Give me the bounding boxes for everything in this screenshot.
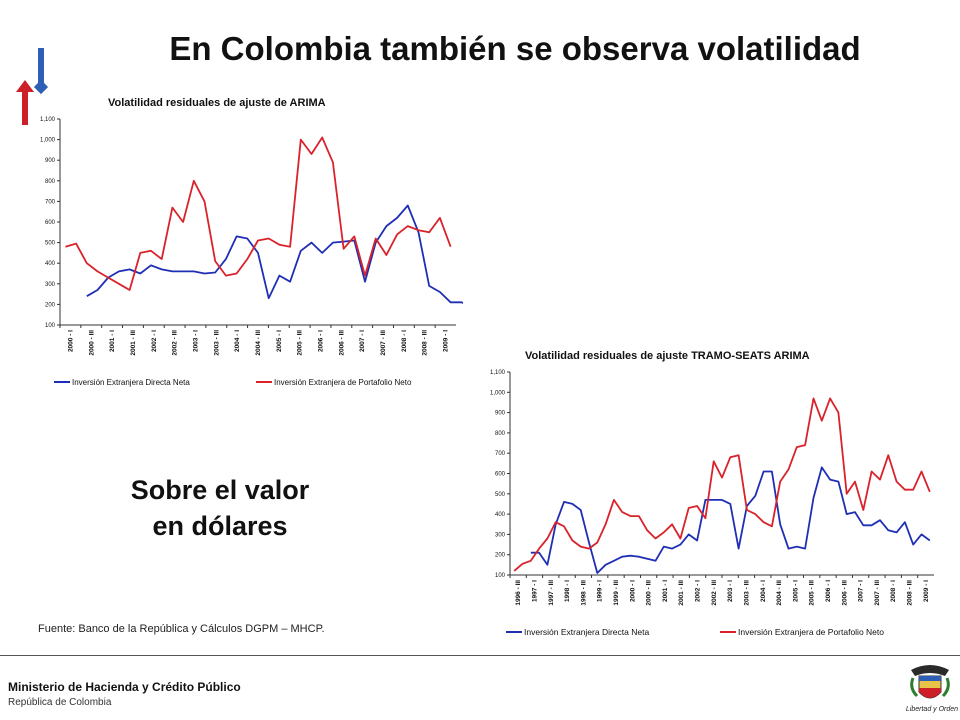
x-tick-label: 2001 - I (662, 580, 669, 602)
x-tick-label: 1997 - III (548, 580, 555, 606)
y-tick-label: 500 (495, 492, 506, 498)
x-tick-label: 2000 - I (67, 330, 74, 352)
callout-line-2: en dólares (152, 511, 288, 541)
x-tick-label: 2003 - I (192, 330, 199, 352)
x-tick-label: 1996 - III (515, 580, 522, 606)
y-tick-label: 200 (495, 553, 506, 559)
x-tick-label: 2005 - I (276, 330, 283, 352)
x-tick-label: 1999 - I (597, 580, 604, 602)
x-tick-label: 2001 - III (130, 330, 137, 356)
x-tick-label: 2000 - III (646, 580, 653, 606)
x-tick-label: 2002 - I (151, 330, 158, 352)
y-tick-label: 100 (45, 323, 56, 329)
series-line-portafolio (513, 397, 931, 572)
y-tick-label: 1,100 (40, 117, 56, 123)
logo-blue-bar (38, 48, 44, 90)
y-tick-label: 300 (45, 282, 56, 288)
series-line-portafolio (65, 136, 452, 291)
y-tick-label: 400 (495, 512, 506, 518)
x-tick-label: 2004 - I (760, 580, 767, 602)
y-tick-label: 200 (45, 302, 56, 308)
x-tick-label: 2002 - I (695, 580, 702, 602)
x-tick-label: 2001 - III (678, 580, 685, 606)
y-tick-label: 400 (45, 261, 56, 267)
series-line-ied (530, 466, 931, 574)
callout: Sobre el valor en dólares (90, 472, 350, 544)
y-tick-label: 500 (45, 241, 56, 247)
legend-label: Inversión Extranjera Directa Neta (524, 627, 649, 637)
chart-title: Volatilidad residuales de ajuste TRAMO-S… (525, 350, 810, 362)
y-tick-label: 900 (45, 158, 56, 164)
seal-motto: Libertad y Orden (905, 706, 959, 713)
logo-red-arrow (16, 80, 34, 92)
x-tick-label: 1998 - III (580, 580, 587, 606)
x-tick-label: 2003 - III (743, 580, 750, 606)
chart-tramo-seats: Volatilidad residuales de ajuste TRAMO-S… (458, 345, 940, 645)
republic-name: República de Colombia (8, 697, 112, 708)
y-tick-label: 300 (495, 532, 506, 538)
x-tick-label: 2002 - III (172, 330, 179, 356)
x-tick-label: 1998 - I (564, 580, 571, 602)
x-tick-label: 2003 - III (213, 330, 220, 356)
y-tick-label: 800 (45, 179, 56, 185)
chart-tramo-seats-svg: Volatilidad residuales de ajuste TRAMO-S… (490, 350, 934, 637)
x-tick-label: 2007 - III (380, 330, 387, 356)
x-tick-label: 2002 - III (711, 580, 718, 606)
x-tick-label: 2007 - I (359, 330, 366, 352)
series-line-ied (86, 204, 463, 304)
x-tick-label: 2005 - III (809, 580, 816, 606)
y-tick-label: 700 (495, 451, 506, 457)
y-tick-label: 1,000 (40, 138, 56, 144)
x-tick-label: 2007 - III (874, 580, 881, 606)
x-tick-label: 2006 - III (841, 580, 848, 606)
page-title: En Colombia también se observa volatilid… (169, 30, 861, 67)
chart-arima: Volatilidad residuales de ajuste de ARIM… (18, 92, 463, 392)
ministry-name: Ministerio de Hacienda y Crédito Público (8, 680, 241, 694)
footer-divider (0, 655, 960, 656)
chart-arima-svg: Volatilidad residuales de ajuste de ARIM… (40, 97, 463, 387)
legend-label: Inversión Extranjera de Portafolio Neto (738, 627, 884, 637)
x-tick-label: 1999 - III (613, 580, 620, 606)
y-tick-label: 600 (45, 220, 56, 226)
x-tick-label: 2000 - III (88, 330, 95, 356)
x-tick-label: 2001 - I (109, 330, 116, 352)
coat-of-arms-icon (905, 662, 955, 718)
y-tick-label: 700 (45, 199, 56, 205)
logo-red-bar (22, 90, 28, 125)
y-tick-label: 800 (495, 431, 506, 437)
y-tick-label: 1,000 (490, 390, 506, 396)
x-tick-label: 2006 - III (338, 330, 345, 356)
x-tick-label: 2008 - I (401, 330, 408, 352)
x-tick-label: 1997 - I (531, 580, 538, 602)
x-tick-label: 2004 - III (255, 330, 262, 356)
x-tick-label: 2006 - I (318, 330, 325, 352)
y-tick-label: 900 (495, 411, 506, 417)
source-note: Fuente: Banco de la República y Cálculos… (38, 623, 325, 635)
x-tick-label: 2009 - I (923, 580, 930, 602)
chart-title: Volatilidad residuales de ajuste de ARIM… (108, 97, 326, 109)
y-tick-label: 100 (495, 573, 506, 579)
x-tick-label: 2005 - III (297, 330, 304, 356)
x-tick-label: 2008 - III (422, 330, 429, 356)
x-tick-label: 2008 - III (907, 580, 914, 606)
x-tick-label: 2008 - I (890, 580, 897, 602)
x-tick-label: 2006 - I (825, 580, 832, 602)
y-tick-label: 600 (495, 472, 506, 478)
y-tick-label: 1,100 (490, 370, 506, 376)
x-tick-label: 2004 - III (776, 580, 783, 606)
x-tick-label: 2000 - I (629, 580, 636, 602)
x-tick-label: 2007 - I (858, 580, 865, 602)
callout-line-1: Sobre el valor (130, 475, 310, 505)
x-tick-label: 2009 - I (443, 330, 450, 352)
legend-label: Inversión Extranjera de Portafolio Neto (274, 378, 412, 387)
x-tick-label: 2005 - I (792, 580, 799, 602)
legend-label: Inversión Extranjera Directa Neta (72, 378, 190, 387)
x-tick-label: 2003 - I (727, 580, 734, 602)
x-tick-label: 2004 - I (234, 330, 241, 352)
